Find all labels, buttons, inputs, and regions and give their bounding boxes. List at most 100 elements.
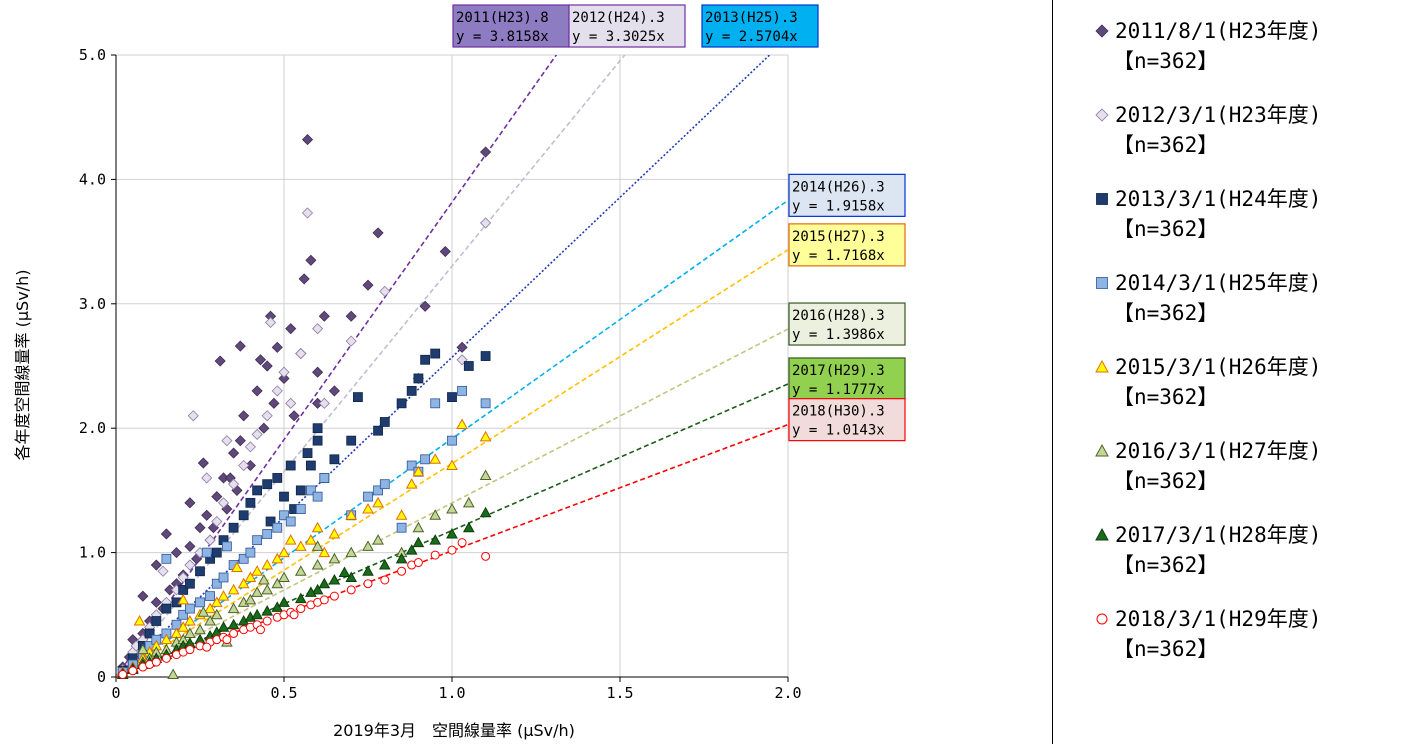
data-point [262, 529, 273, 539]
data-point [211, 578, 222, 589]
x-tick-label: 0 [111, 684, 120, 702]
fit-line [116, 55, 558, 677]
legend-item: 2012/3/1(H23年度) 【n=362】 [1093, 100, 1321, 160]
data-point [318, 577, 331, 589]
data-point [257, 573, 270, 585]
x-tick-label: 2.0 [774, 684, 801, 702]
data-point [144, 628, 155, 639]
data-point [217, 621, 230, 632]
data-point [185, 578, 195, 589]
data-point [178, 609, 189, 620]
data-point [221, 435, 233, 447]
legend-marker [1093, 190, 1111, 208]
legend-symbol [1096, 193, 1108, 205]
data-point [261, 559, 274, 570]
data-point [328, 573, 341, 585]
data-point [244, 593, 257, 605]
data-point [205, 591, 215, 602]
y-tick-label: 5.0 [79, 46, 106, 64]
data-point [271, 341, 283, 353]
data-point [305, 254, 317, 266]
fit-label-equation: y = 2.5704x [705, 29, 798, 45]
data-point [272, 473, 283, 483]
data-point [379, 285, 391, 297]
data-point [133, 614, 146, 626]
data-point [268, 397, 280, 409]
data-point [258, 422, 270, 434]
data-point [251, 428, 263, 440]
data-point [161, 603, 172, 614]
fit-label-period: 2014(H26).3 [792, 179, 885, 195]
data-point [278, 546, 290, 558]
data-point [170, 547, 183, 559]
data-point [262, 479, 273, 490]
data-point [157, 565, 169, 577]
data-point [185, 645, 195, 655]
data-point [345, 310, 357, 322]
axes: 0 0.5 1.0 1.5 2.0 0 1.0 2.0 3.0 4.0 5.0 [79, 46, 802, 702]
fit-label-period: 2013(H25).3 [705, 10, 798, 26]
data-point [311, 540, 324, 551]
data-point [128, 666, 138, 676]
legend-count: 【n=362】 [1113, 49, 1219, 73]
data-point [151, 616, 162, 626]
data-point [261, 360, 273, 372]
data-point [184, 614, 196, 626]
legend-marker [1093, 106, 1111, 124]
fit-label-box [788, 173, 906, 217]
legend-marker [1093, 358, 1111, 376]
legend-marker [1093, 526, 1111, 544]
data-point [373, 485, 383, 496]
data-point [244, 441, 256, 453]
data-point [118, 670, 128, 680]
fit-label-box [568, 4, 686, 48]
data-point [217, 497, 230, 509]
data-point [420, 454, 431, 465]
data-point [204, 614, 216, 626]
data-point [462, 521, 475, 533]
fit-label-equation: y = 1.3986x [792, 327, 885, 343]
data-point [201, 509, 213, 521]
fit-label-equation: y = 1.9158x [792, 198, 885, 214]
fit-label-equation: y = 1.1777x [792, 382, 885, 398]
data-point [204, 534, 216, 546]
data-point [413, 373, 424, 384]
legend: 2011/8/1(H23年度) 【n=362】 2012/3/1(H23年度) 【n=… [1052, 0, 1409, 744]
data-point [319, 595, 329, 605]
data-point [462, 496, 475, 508]
fit-label-equation: y = 3.3025x [572, 29, 665, 45]
data-point [405, 544, 418, 555]
data-point [271, 577, 284, 589]
data-point [446, 459, 458, 471]
data-point [161, 553, 172, 564]
data-point [305, 460, 316, 471]
data-point [312, 435, 323, 446]
data-point [234, 435, 246, 447]
data-point [379, 479, 390, 490]
data-point [479, 506, 492, 518]
fit-line [116, 55, 771, 677]
fit-label-period: 2012(H24).3 [572, 10, 665, 26]
data-point [285, 460, 296, 471]
data-point [457, 385, 467, 396]
data-point [252, 535, 263, 546]
data-point [184, 497, 196, 509]
data-point [228, 522, 239, 533]
data-point [251, 565, 263, 576]
data-point [429, 453, 442, 464]
data-point [296, 604, 306, 614]
data-point [294, 565, 307, 576]
legend-count: 【n=362】 [1113, 385, 1219, 409]
data-point [311, 559, 324, 570]
data-point [201, 547, 212, 558]
data-point [412, 536, 425, 548]
scatter-chart: 0 0.5 1.0 1.5 2.0 0 1.0 2.0 3.0 4.0 5.0 2011(H23).… [13, 4, 906, 740]
data-point [318, 546, 331, 558]
data-point [150, 596, 162, 608]
data-point [446, 527, 458, 539]
legend-count: 【n=362】 [1113, 217, 1219, 241]
data-point [312, 366, 324, 378]
data-point [252, 485, 263, 496]
x-axis-title: 2019年3月 空間線量率 (μSv/h) [333, 721, 575, 740]
data-point [255, 625, 265, 635]
